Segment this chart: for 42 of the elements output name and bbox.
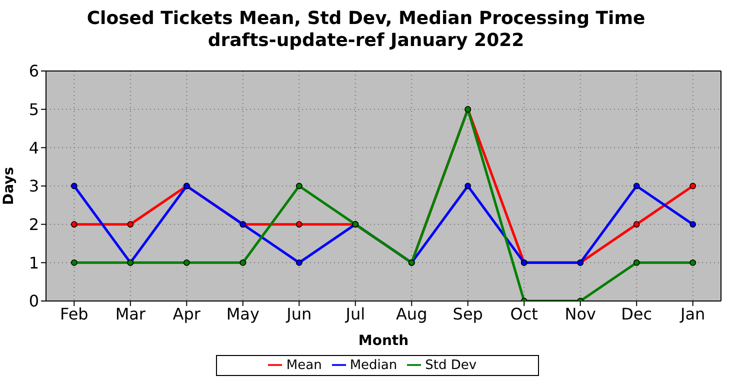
x-tick-label: May (226, 304, 260, 324)
x-tick-label: Aug (396, 304, 428, 324)
point (70, 182, 78, 190)
legend-label: Std Dev (425, 358, 477, 373)
point (127, 221, 134, 228)
x-tick-label: Mar (115, 304, 146, 324)
x-tick-label: Jun (286, 304, 312, 324)
chart-subtitle: drafts-update-ref January 2022 (206, 30, 526, 52)
y-tick-label: 3 (28, 176, 39, 196)
y-tick-label: 2 (28, 215, 39, 234)
y-tick-label: 1 (28, 253, 39, 272)
x-tick-label: Sep (452, 304, 483, 324)
point (633, 221, 640, 228)
point (70, 221, 78, 228)
point (70, 259, 78, 266)
point (464, 182, 472, 190)
legend-label: Median (350, 358, 398, 373)
chart-title: Closed Tickets Mean, Std Dev, Median Processing Time (86, 8, 646, 30)
point (690, 182, 696, 190)
y-tick-label: 6 (28, 62, 39, 81)
x-tick-label: Dec (621, 304, 652, 324)
x-tick-label: Oct (510, 304, 538, 324)
y-tick-label: 0 (28, 292, 39, 311)
point (633, 182, 640, 190)
point (296, 221, 302, 228)
x-axis-title: Month (358, 333, 409, 349)
point (690, 221, 696, 228)
x-tick-label: Apr (172, 304, 201, 324)
x-tick-label: Feb (60, 304, 88, 324)
point (183, 259, 190, 266)
y-tick-label: 5 (28, 100, 39, 120)
y-axis-title: Days (0, 166, 17, 206)
point (690, 259, 696, 266)
x-tick-label: Jan (679, 304, 706, 324)
point (240, 259, 246, 266)
point (296, 259, 302, 266)
y-tick-label: 4 (28, 138, 39, 158)
x-tick-label: Nov (564, 304, 596, 324)
point (296, 182, 302, 190)
point (633, 259, 640, 266)
x-tick-label: Jul (344, 304, 366, 324)
legend-label: Mean (286, 358, 322, 373)
